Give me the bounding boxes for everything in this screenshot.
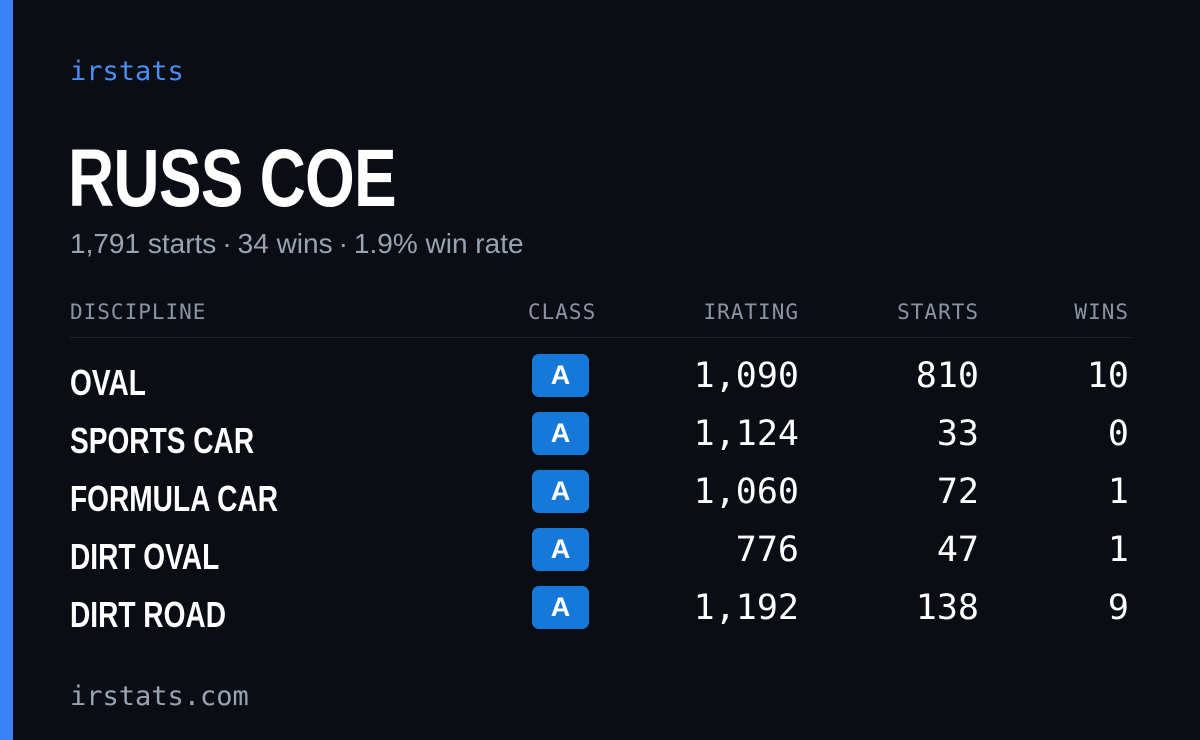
discipline-label: OVAL bbox=[70, 362, 146, 403]
header-wins: WINS bbox=[1074, 300, 1129, 324]
class-badge: A bbox=[532, 354, 589, 397]
discipline-label: SPORTS CAR bbox=[70, 420, 255, 461]
class-badge: A bbox=[532, 586, 589, 629]
table-row: DIRT ROAD A 1,192 138 9 bbox=[0, 586, 1200, 644]
table-row: FORMULA CAR A 1,060 72 1 bbox=[0, 470, 1200, 528]
irating-value: 776 bbox=[735, 530, 799, 570]
starts-value: 138 bbox=[915, 588, 979, 628]
table-row: DIRT OVAL A 776 47 1 bbox=[0, 528, 1200, 586]
wins-value: 10 bbox=[1086, 356, 1129, 396]
class-badge: A bbox=[532, 412, 589, 455]
header-starts: STARTS bbox=[897, 300, 979, 324]
header-divider bbox=[70, 337, 1131, 338]
irating-value: 1,090 bbox=[693, 356, 799, 396]
wins-value: 0 bbox=[1107, 414, 1129, 454]
driver-name: RUSS COE bbox=[68, 133, 397, 224]
wins-summary: 34 wins bbox=[237, 228, 333, 259]
table-row: OVAL A 1,090 810 10 bbox=[0, 354, 1200, 412]
class-badge: A bbox=[532, 528, 589, 571]
header-class: CLASS bbox=[528, 300, 597, 324]
header-discipline: DISCIPLINE bbox=[70, 300, 207, 324]
wins-value: 1 bbox=[1107, 472, 1129, 512]
starts-value: 33 bbox=[936, 414, 979, 454]
irating-value: 1,060 bbox=[693, 472, 799, 512]
irating-value: 1,192 bbox=[693, 588, 799, 628]
starts-value: 47 bbox=[936, 530, 979, 570]
table-row: SPORTS CAR A 1,124 33 0 bbox=[0, 412, 1200, 470]
accent-bar bbox=[0, 0, 13, 740]
header-irating: IRATING bbox=[703, 300, 799, 324]
discipline-label: FORMULA CAR bbox=[70, 478, 278, 519]
class-badge: A bbox=[532, 470, 589, 513]
starts-value: 810 bbox=[915, 356, 979, 396]
brand-logo: irstats bbox=[70, 56, 184, 87]
starts-summary: 1,791 starts bbox=[70, 228, 217, 259]
wins-value: 1 bbox=[1107, 530, 1129, 570]
wins-value: 9 bbox=[1107, 588, 1129, 628]
footer-url: irstats.com bbox=[70, 681, 249, 712]
separator: · bbox=[222, 228, 232, 259]
separator: · bbox=[338, 228, 348, 259]
starts-value: 72 bbox=[936, 472, 979, 512]
driver-summary: 1,791 starts · 34 wins · 1.9% win rate bbox=[70, 228, 524, 260]
win-rate-summary: 1.9% win rate bbox=[353, 228, 524, 259]
discipline-label: DIRT OVAL bbox=[70, 536, 220, 577]
discipline-label: DIRT ROAD bbox=[70, 594, 226, 635]
irating-value: 1,124 bbox=[693, 414, 799, 454]
